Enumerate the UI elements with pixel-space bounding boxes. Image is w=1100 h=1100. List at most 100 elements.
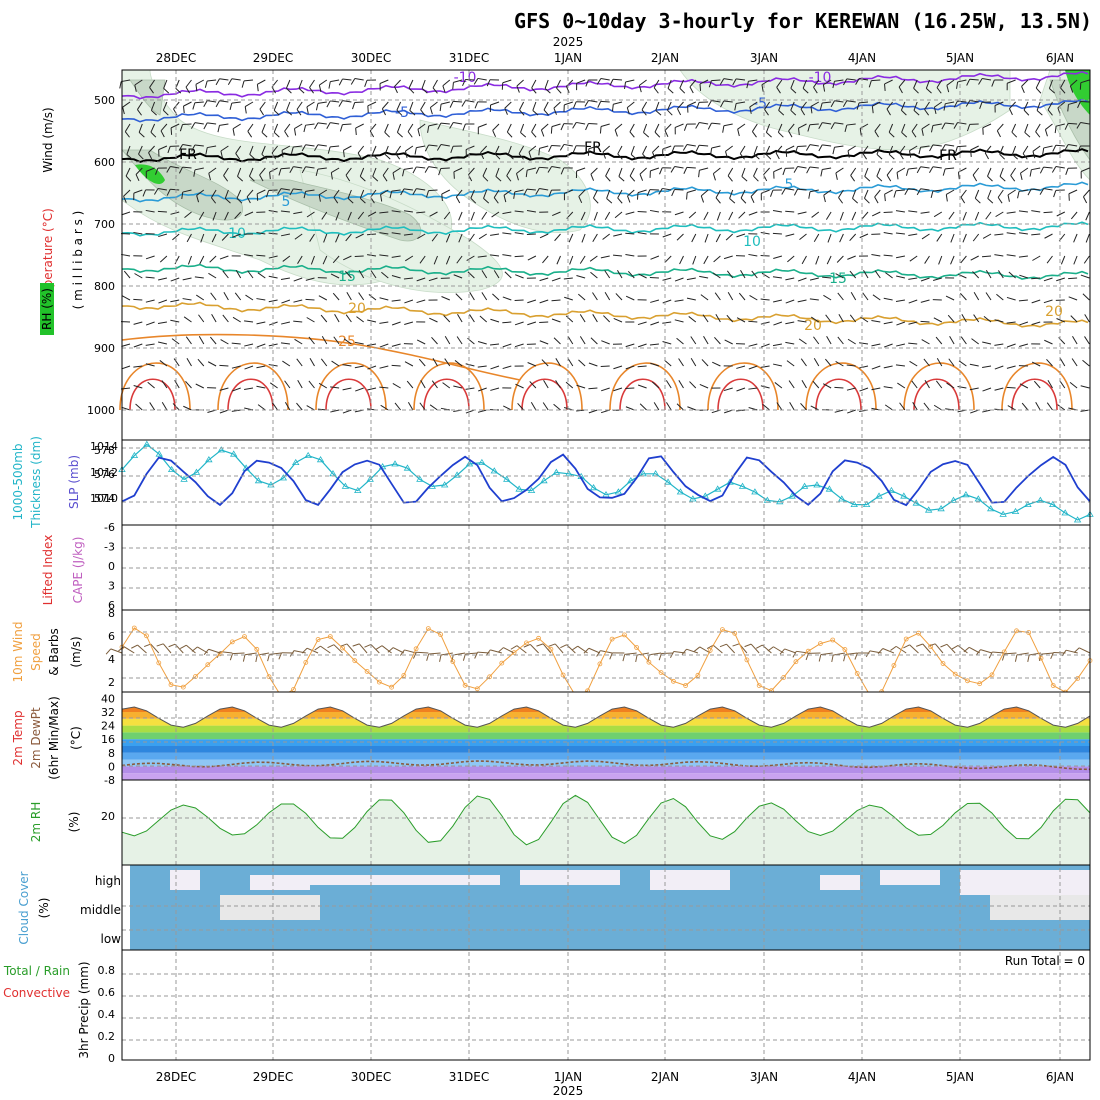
wind-barb: [543, 380, 549, 389]
wind-speed-point: [720, 627, 725, 632]
wind-barb: [590, 337, 598, 345]
wind-barb-flag: [921, 128, 924, 136]
wind-barb: [219, 78, 229, 81]
wind-barb: [391, 364, 401, 367]
wind-barb: [1011, 145, 1017, 155]
wind-barb-flag: [805, 653, 809, 661]
wind-barb: [846, 364, 856, 367]
wind-barb: [950, 233, 955, 243]
wind-barb-flag: [732, 78, 737, 86]
wind-barb-flag: [342, 150, 345, 158]
wind-barb: [416, 211, 426, 214]
wind-barb-flag: [392, 172, 395, 180]
wind-barb: [172, 233, 180, 241]
wind-barb: [356, 316, 364, 323]
wind-barb: [933, 404, 943, 411]
wind-barb: [809, 144, 819, 147]
wind-barb: [859, 233, 869, 239]
wind-barb-flag: [167, 146, 171, 154]
wind-barb: [1083, 255, 1090, 264]
wind-barb: [268, 299, 278, 303]
wind-ylabel-c: & Barbs: [47, 628, 61, 676]
thickness-point: [341, 482, 350, 489]
wind-barb: [194, 101, 204, 104]
wind-barb: [170, 166, 180, 169]
wind-speed-point: [156, 660, 162, 666]
wind-barb-flag: [888, 153, 895, 160]
wind-barb: [542, 643, 552, 654]
wind-barb: [750, 189, 758, 197]
wind-barb: [711, 79, 721, 82]
wind-barb-flag: [429, 107, 433, 115]
rh-tick: 20: [101, 810, 115, 823]
wind-barb-flag: [954, 146, 958, 154]
wind-barb-flag: [578, 196, 583, 204]
wind-barb: [526, 210, 536, 213]
wind-barb: [403, 277, 413, 280]
wind-barb: [613, 101, 623, 105]
wind-barb: [748, 365, 758, 370]
wind-barb: [1046, 255, 1053, 264]
wind-barb: [470, 211, 475, 221]
wind-barb: [846, 78, 856, 81]
wind-barb-flag: [550, 126, 553, 134]
wind-barb: [896, 321, 906, 326]
wind-barb-flag: [1065, 168, 1069, 175]
wind-barb: [403, 167, 413, 170]
wind-barb: [430, 101, 438, 108]
wind-barb: [317, 122, 327, 125]
wind-barb: [765, 123, 771, 133]
wind-barb: [428, 277, 438, 282]
wind-barb-flag: [734, 103, 737, 111]
wind-barb: [972, 271, 980, 279]
wind-barb: [366, 233, 377, 236]
wind-barb: [785, 233, 795, 237]
wind-barb: [343, 338, 352, 345]
wind-barb: [256, 343, 266, 348]
wind-barb: [651, 381, 660, 389]
wind-barb: [359, 167, 365, 177]
wind-speed-point: [793, 659, 799, 665]
wind-barb: [920, 299, 930, 303]
wind-barb-flag: [901, 109, 907, 116]
wind-barb: [507, 145, 512, 155]
wind-barb: [809, 277, 819, 281]
wind-barb-flag: [303, 191, 307, 199]
wind-barb: [441, 189, 451, 195]
wind-barb: [470, 189, 475, 199]
wind-barb-flag: [190, 122, 196, 129]
cloud-high-gap: [880, 870, 940, 885]
wind-barb-flag: [437, 122, 442, 130]
wind-barb: [455, 189, 463, 198]
wind-speed-point: [854, 671, 860, 676]
wind-barb-flag: [766, 132, 772, 138]
wind-barb-flag: [602, 151, 606, 159]
wind-barb-flag: [535, 188, 540, 195]
wind-barb-flag: [941, 144, 946, 151]
wind-barb: [822, 167, 832, 171]
wind-barb-flag: [877, 648, 884, 654]
wind-barb: [1060, 255, 1066, 265]
wind-barb: [809, 123, 819, 126]
wind-speed-point: [671, 678, 676, 684]
wind-barb-flag: [679, 87, 686, 94]
wind-barb: [469, 314, 475, 323]
wind-barb-flag: [191, 646, 198, 652]
wind-barb: [442, 79, 451, 87]
temp-line: [121, 706, 1091, 728]
wind-barb-flag: [535, 167, 540, 174]
wind-barb: [431, 336, 438, 345]
wind-barb: [431, 233, 438, 242]
wind-barb: [395, 145, 402, 154]
wind-barb-flag: [854, 652, 858, 660]
contour-label: -5: [395, 105, 409, 121]
wind-barb: [601, 340, 610, 345]
wind-barb: [469, 292, 475, 301]
wind-barb: [654, 123, 660, 133]
wind-barb: [1057, 101, 1066, 109]
wind-barb: [662, 145, 672, 150]
wind-barb: [1007, 189, 1016, 196]
wind-barb: [895, 189, 905, 192]
wind-barb: [773, 299, 783, 303]
wind-barb: [702, 314, 709, 323]
